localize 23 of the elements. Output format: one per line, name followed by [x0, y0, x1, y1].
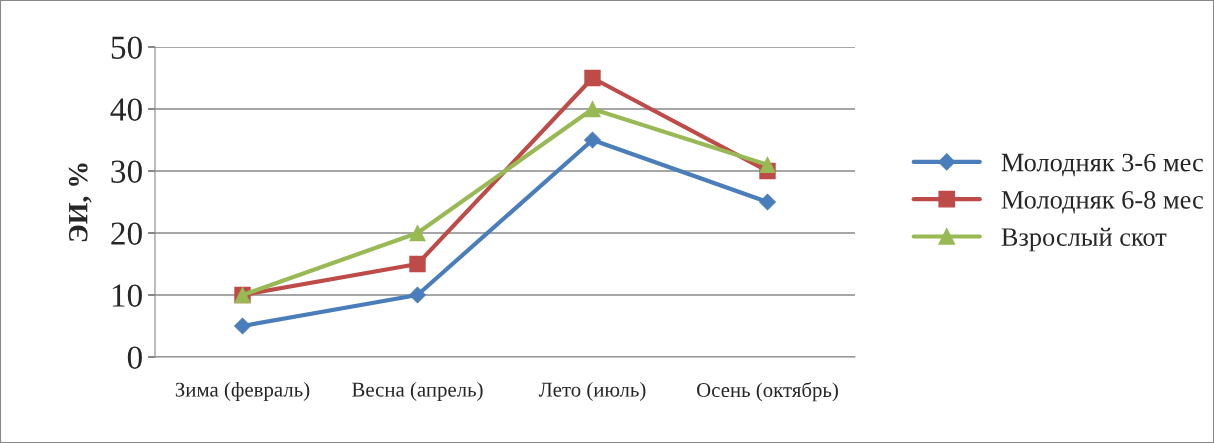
point — [234, 317, 251, 335]
legend-label: Молодняк 6-8 мес — [1001, 190, 1203, 214]
y-tick-label: 0 — [127, 346, 142, 369]
legend-label: Молодняк 3-6 мес — [1001, 153, 1203, 177]
point — [759, 193, 776, 211]
y-tick-label: 10 — [112, 284, 142, 307]
point — [584, 131, 601, 149]
point — [584, 69, 601, 87]
point — [584, 100, 601, 118]
x-tick-label: Осень (октябрь) — [697, 382, 838, 402]
point — [409, 286, 426, 304]
y-tick-label: 50 — [111, 36, 142, 59]
y-tick-label: 30 — [111, 160, 142, 183]
x-tick-label: Лето (июль) — [538, 382, 646, 401]
legend-label: Взрослый скот — [1001, 227, 1167, 252]
x-tick-label: Весна (апрель) — [352, 382, 483, 401]
y-tick-label: 20 — [111, 222, 142, 245]
point — [759, 156, 776, 173]
x-tick-label: Зима (февраль) — [175, 382, 310, 401]
y-axis-title: ЭИ, % — [68, 163, 92, 242]
y-tick-label: 40 — [110, 98, 142, 121]
point — [409, 255, 426, 273]
point — [409, 224, 426, 242]
